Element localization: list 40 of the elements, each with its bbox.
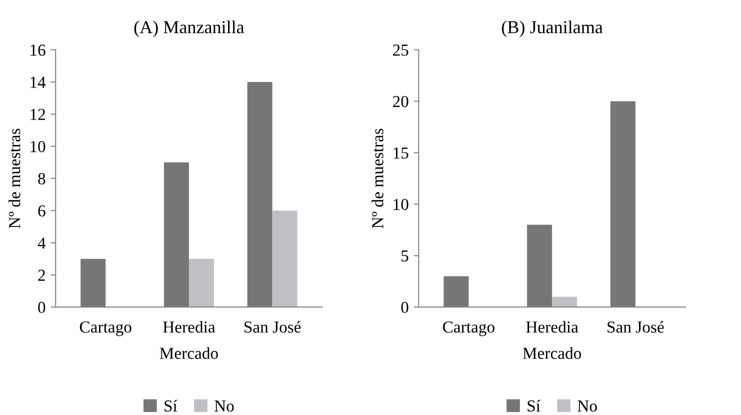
legend-label: Sí [528,400,540,412]
y-tick-label: 20 [393,96,408,108]
x-tick-label: Cartago [442,321,494,336]
y-tick-label: 0 [38,302,46,314]
y-tick-label: 10 [30,140,46,152]
y-tick-label: 12 [30,108,45,120]
x-tick-label: San José [244,320,301,333]
y-axis-title: Nº de muestras [372,128,384,228]
legend-label: Sí [164,400,178,412]
y-tick-label: 14 [30,76,46,88]
legend-label: No [578,400,597,412]
bar [272,210,298,308]
y-tick-label: 25 [393,44,408,56]
bar [444,276,469,308]
y-tick-label: 0 [401,302,408,314]
y-axis-title: Nº de muestras [8,128,20,228]
x-axis-title: Mercado [160,347,218,359]
y-tick-label: 15 [394,148,408,159]
x-tick-label: Cartago [80,321,132,336]
bar [552,296,578,308]
y-tick-label: 8 [38,173,46,184]
bar [80,258,106,308]
bar [188,258,214,308]
y-tick-label: 4 [38,238,46,249]
bar [247,82,272,308]
y-tick-label: 6 [38,205,46,217]
chart-title: (A) Manzanilla [134,20,244,37]
bar [610,101,636,308]
x-axis-title: Mercado [522,347,582,359]
y-tick-label: 16 [30,44,46,56]
bar [164,162,189,308]
y-tick-label: 10 [394,198,408,210]
x-tick-label: San José [608,320,664,333]
x-tick-label: Heredia [163,320,216,333]
bar [527,224,552,308]
x-tick-label: Heredia [526,320,578,333]
y-tick-label: 5 [402,250,408,262]
legend-label: No [214,400,234,412]
chart-title: (B) Juanilama [502,20,603,37]
y-tick-label: 2 [38,270,45,281]
